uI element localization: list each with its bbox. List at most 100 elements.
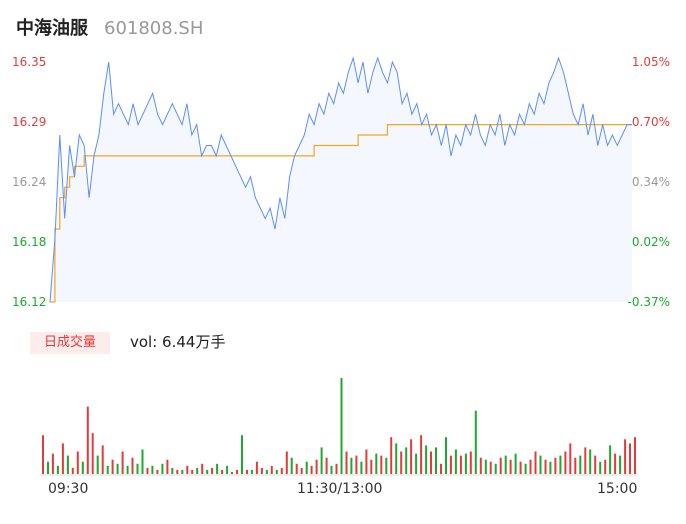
volume-bar [569,443,572,474]
volume-bar [549,461,552,474]
volume-badge: 日成交量 [30,332,110,354]
volume-bar [101,445,104,474]
volume-bar [385,457,388,474]
volume-bar [464,453,467,474]
volume-bar [106,465,109,474]
volume-bar [584,447,587,474]
time-tick-open: 09:30 [48,481,89,497]
pct-tick-label: -0.37% [627,295,670,309]
volume-bar [246,469,248,474]
volume-bar [559,455,562,474]
volume-bar [86,406,89,474]
price-tick-label: 16.35 [12,55,47,69]
volume-bar [504,455,507,474]
volume-bar [514,453,517,474]
volume-bar [96,455,99,474]
volume-bar [176,469,179,474]
volume-bar [181,469,184,474]
price-tick-label: 16.18 [12,235,47,249]
volume-bar [499,457,502,474]
volume-bar [390,437,393,474]
volume-bar [226,465,229,474]
volume-bar [131,457,134,474]
volume-bar [594,455,597,474]
volume-bar [604,459,607,474]
volume-bar [395,443,398,474]
volume-bar [280,467,283,474]
volume-bar [469,451,472,474]
volume-bar [355,455,358,474]
volume-bar [539,455,542,474]
volume-bar [216,463,219,474]
volume-bar [449,455,452,474]
volume-bar [494,463,497,474]
volume-bar [61,443,64,474]
volume-bar [410,439,413,474]
volume-bar [425,445,428,474]
volume-bar [255,461,258,474]
volume-bar [474,410,477,474]
avg-price-line [50,124,632,303]
volume-bar [305,461,308,474]
volume-bar [121,451,124,474]
volume-bar [42,435,44,474]
volume-bar [509,459,512,474]
volume-bar [231,472,233,474]
volume-bar [56,465,59,474]
volume-bar [270,465,273,474]
price-tick-label: 16.24 [12,175,47,189]
volume-bar [285,451,288,474]
volume-bar [315,459,318,474]
volume-bar [116,463,119,474]
volume-total: vol: 6.44万手 [130,333,226,351]
price-line [49,56,632,303]
stock-code: 601808.SH [104,18,204,39]
volume-bar [489,461,492,474]
volume-bar [375,453,378,474]
volume-bar [300,467,303,474]
volume-bar [524,463,527,474]
volume-bar [265,469,268,474]
volume-bar [544,459,547,474]
volume-bar [380,455,383,474]
volume-bar [320,447,323,474]
volume-bar [196,467,199,474]
volume-bar [76,451,79,474]
volume-bar [609,445,612,474]
price-area [50,58,632,302]
volume-bar [166,459,169,474]
volume-bar [325,457,328,474]
volume-bar [400,451,403,474]
volume-bar [136,463,139,474]
volume-bar [51,453,54,474]
volume-bar [484,459,487,474]
volume-bar [206,469,209,474]
volume-bar [554,457,557,474]
volume-bar [599,461,602,474]
volume-bar [71,467,74,474]
volume-bar [370,459,373,474]
volume-bar [350,457,353,474]
time-tick-close: 15:00 [597,481,638,497]
volume-bar [519,461,522,474]
volume-bar [534,451,537,474]
price-tick-label: 16.29 [12,115,47,129]
volume-bar [619,455,622,474]
volume-bar [241,435,243,474]
pct-tick-label: 0.34% [631,175,670,189]
volume-bar [614,453,617,474]
volume-bar [250,469,253,474]
volume-bar [624,439,627,474]
volume-bar [360,461,363,474]
volume-bar [340,378,343,474]
volume-bar [146,467,149,474]
volume-bar [260,467,263,474]
volume-bar [310,465,313,474]
stock-name: 中海油服 [16,18,88,39]
volume-bar [430,451,432,474]
volume-bar [345,451,348,474]
volume-bar [405,447,408,474]
volume-bar [191,469,194,474]
volume-bar [211,467,214,474]
